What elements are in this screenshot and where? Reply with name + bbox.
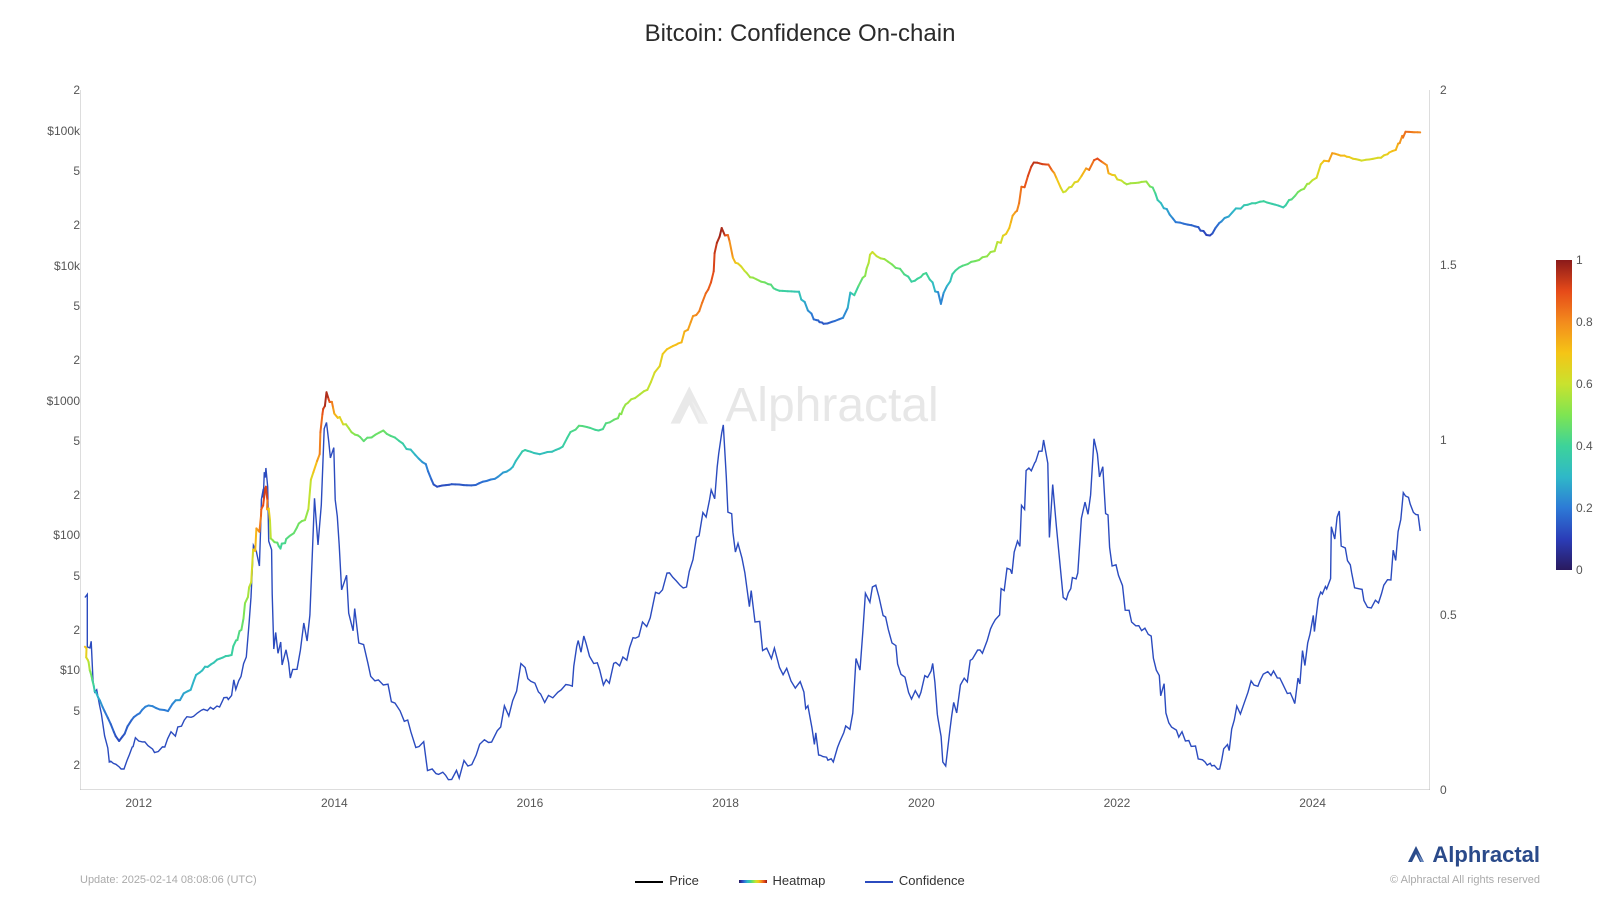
colorbar-tick: 0.8 [1576,315,1593,329]
y-left-tick: 5 [20,434,80,448]
legend-swatch-confidence [865,881,893,883]
y-left-tick: $100k [20,124,80,138]
chart-container: Bitcoin: Confidence On-chain Alphractal … [0,0,1600,900]
y-left-tick: 5 [20,569,80,583]
y-left-tick: 5 [20,164,80,178]
update-timestamp: Update: 2025-02-14 08:08:06 (UTC) [80,874,257,886]
y-left-tick: 2 [20,488,80,502]
y-left-tick: 2 [20,623,80,637]
y-left-tick: 2 [20,218,80,232]
x-tick: 2022 [1104,796,1131,810]
y-left-tick: 2 [20,758,80,772]
y-right-tick: 2 [1440,83,1447,97]
x-tick: 2014 [321,796,348,810]
plot-area [80,90,1430,790]
y-left-tick: $10 [20,663,80,677]
legend-label: Price [669,873,699,888]
y-left-tick: $1000 [20,394,80,408]
brand-text: Alphractal [1432,842,1540,867]
chart-title: Bitcoin: Confidence On-chain [0,20,1600,48]
colorbar-tick: 0.4 [1576,439,1593,453]
brand: Alphractal [1404,842,1540,868]
y-left-tick: 5 [20,299,80,313]
colorbar: 00.20.40.60.81 [1556,260,1572,570]
y-right-tick: 0 [1440,783,1447,797]
colorbar-tick: 1 [1576,253,1583,267]
legend-item-heatmap: Heatmap [739,873,826,888]
colorbar-tick: 0.6 [1576,377,1593,391]
legend-item-confidence: Confidence [865,873,965,888]
y-right-tick: 1.5 [1440,258,1457,272]
y-right-tick: 1 [1440,433,1447,447]
brand-logo-icon [1404,842,1428,866]
x-tick: 2024 [1299,796,1326,810]
y-left-tick: 5 [20,704,80,718]
legend-swatch-price [635,881,663,883]
legend-swatch-heatmap [739,880,767,883]
colorbar-tick: 0.2 [1576,501,1593,515]
x-tick: 2016 [517,796,544,810]
legend-label: Confidence [899,873,965,888]
x-tick: 2012 [125,796,152,810]
x-tick: 2018 [712,796,739,810]
y-left-tick: 2 [20,353,80,367]
y-left-tick: 2 [20,83,80,97]
legend-label: Heatmap [773,873,826,888]
y-left-tick: $10k [20,259,80,273]
copyright: © Alphractal All rights reserved [1390,874,1540,886]
x-tick: 2020 [908,796,935,810]
y-left-tick: $100 [20,528,80,542]
confidence-line [85,423,1420,780]
colorbar-tick: 0 [1576,563,1583,577]
y-right-tick: 0.5 [1440,608,1457,622]
legend-item-price: Price [635,873,699,888]
